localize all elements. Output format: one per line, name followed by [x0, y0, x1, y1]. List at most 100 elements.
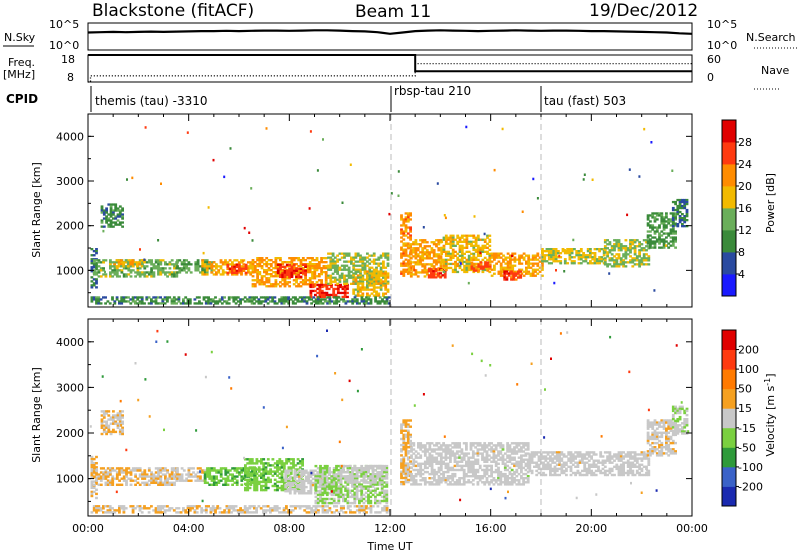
- range-gate-cell: [353, 298, 357, 301]
- range-gate-cell: [493, 252, 496, 255]
- range-gate-cell: [191, 507, 194, 510]
- range-gate-cell: [665, 232, 668, 235]
- range-gate-cell: [409, 262, 412, 265]
- range-gate-cell: [353, 497, 357, 501]
- range-gate-cell: [534, 258, 537, 261]
- range-gate-cell: [90, 296, 94, 299]
- range-gate-cell: [638, 245, 641, 248]
- range-gate-cell: [294, 507, 297, 510]
- range-gate-cell: [104, 483, 108, 486]
- range-gate-cell: [161, 507, 165, 510]
- range-gate-cell: [226, 263, 230, 266]
- range-gate-cell: [380, 481, 384, 484]
- range-gate-cell: [161, 259, 165, 262]
- range-gate-cell: [335, 489, 338, 492]
- range-gate-cell: [172, 302, 176, 305]
- range-gate-cell: [325, 497, 329, 501]
- range-gate-cell: [311, 285, 315, 289]
- range-gate-cell: [257, 505, 261, 508]
- range-gate-cell: [260, 259, 264, 262]
- range-gate-cell: [629, 241, 632, 244]
- range-gate-cell: [250, 466, 254, 469]
- range-gate-cell: [235, 479, 239, 482]
- range-gate-cell: [633, 239, 637, 242]
- range-gate-cell: [412, 273, 415, 276]
- range-gate-cell: [304, 283, 307, 286]
- range-gate-cell: [323, 485, 326, 489]
- range-gate-cell: [646, 230, 650, 233]
- range-gate-cell: [168, 263, 172, 266]
- range-gate-cell: [120, 483, 124, 486]
- range-gate-cell: [262, 505, 265, 508]
- range-gate-cell: [188, 509, 192, 512]
- range-gate-cell: [232, 298, 236, 301]
- range-gate-cell: [170, 507, 174, 510]
- range-gate-cell: [344, 511, 348, 514]
- range-gate-cell: [320, 469, 324, 472]
- range-gate-cell: [495, 254, 498, 257]
- range-gate-cell: [589, 250, 592, 253]
- range-gate-cell: [423, 271, 427, 274]
- range-gate-cell: [323, 497, 327, 501]
- range-gate-cell: [416, 261, 420, 264]
- range-gate-cell: [332, 499, 336, 503]
- range-gate-cell: [451, 244, 455, 247]
- range-gate-cell: [211, 298, 215, 301]
- range-gate-cell: [150, 505, 153, 508]
- range-gate-cell: [351, 475, 354, 478]
- range-gate-cell: [301, 458, 304, 461]
- range-gate-cell: [323, 283, 326, 287]
- range-gate-cell: [529, 258, 533, 261]
- range-gate-cell: [92, 298, 96, 301]
- range-gate-cell: [369, 477, 373, 480]
- range-gate-cell: [303, 509, 307, 512]
- range-gate-cell: [347, 272, 351, 275]
- range-gate-cell: [276, 488, 279, 492]
- range-gate-cell: [255, 486, 259, 490]
- range-gate-cell: [223, 300, 226, 303]
- range-gate-cell: [383, 497, 386, 501]
- range-gate-cell: [233, 467, 237, 470]
- range-gate-cell: [164, 477, 167, 480]
- range-gate-cell: [185, 259, 188, 262]
- range-gate-cell: [293, 488, 297, 491]
- range-gate-cell: [106, 481, 110, 484]
- range-gate-cell: [367, 469, 370, 472]
- range-gate-cell: [147, 467, 151, 470]
- range-gate-cell: [419, 243, 422, 246]
- range-gate-cell: [371, 479, 375, 482]
- range-gate-cell: [157, 467, 160, 470]
- range-gate-cell: [134, 467, 137, 470]
- range-gate-cell: [107, 418, 111, 421]
- range-gate-cell: [368, 262, 372, 265]
- range-gate-cell: [134, 473, 137, 476]
- range-gate-cell: [182, 507, 185, 510]
- range-gate-cell: [147, 507, 151, 510]
- range-gate-cell: [281, 275, 285, 278]
- range-gate-cell: [382, 264, 385, 267]
- range-gate-cell: [517, 272, 520, 275]
- range-gate-cell: [202, 251, 205, 255]
- range-gate-cell: [159, 467, 163, 470]
- range-gate-cell: [206, 481, 209, 484]
- range-gate-cell: [317, 298, 320, 301]
- range-gate-cell: [317, 509, 320, 512]
- range-gate-cell: [145, 473, 149, 476]
- range-gate-cell: [488, 238, 492, 241]
- range-gate-cell: [121, 430, 124, 434]
- range-gate-cell: [642, 253, 646, 256]
- range-gate-cell: [201, 271, 205, 274]
- range-gate-cell: [299, 285, 303, 288]
- range-gate-cell: [109, 273, 112, 276]
- range-gate-cell: [260, 484, 263, 488]
- range-gate-cell: [467, 242, 471, 245]
- range-gate-cell: [400, 270, 403, 273]
- range-gate-cell: [437, 247, 441, 250]
- range-gate-cell: [573, 256, 576, 259]
- range-gate-cell: [111, 469, 115, 472]
- range-gate-cell: [276, 269, 280, 272]
- range-gate-cell: [314, 489, 318, 492]
- range-gate-cell: [346, 467, 350, 470]
- range-gate-cell: [465, 240, 469, 243]
- range-gate-cell: [449, 262, 453, 266]
